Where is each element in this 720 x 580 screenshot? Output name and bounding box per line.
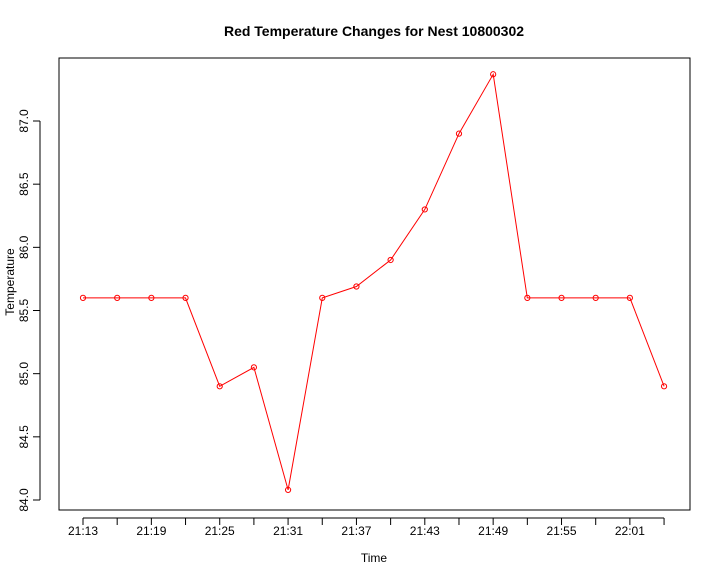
x-tick-label: 21:55 (547, 524, 577, 538)
x-tick-label: 21:19 (136, 524, 166, 538)
data-point (148, 294, 155, 301)
y-tick-label: 84.5 (17, 425, 31, 449)
series-line (83, 72, 665, 491)
data-point (660, 383, 668, 390)
data-point (490, 71, 497, 78)
chart-title: Red Temperature Changes for Nest 1080030… (224, 23, 524, 39)
x-tick-label: 21:43 (410, 524, 440, 538)
data-point (216, 383, 223, 390)
x-tick-label: 22:01 (615, 524, 645, 538)
data-point (284, 486, 292, 493)
data-point (79, 294, 87, 301)
data-point (353, 283, 360, 290)
x-axis: 21:13 21:19 21:25 21:31 21:37 21:43 21:49 21:55… (68, 517, 665, 538)
y-tick-label: 86.0 (17, 235, 31, 259)
y-tick-label: 84.0 (17, 488, 31, 512)
data-point (455, 130, 463, 137)
x-tick-label: 21:13 (68, 524, 98, 538)
data-point (626, 294, 633, 301)
data-point (250, 364, 257, 371)
data-point (114, 294, 121, 301)
plot-frame (58, 57, 691, 511)
data-point (182, 294, 189, 301)
x-axis-label: Time (361, 551, 388, 565)
x-tick-label: 21:25 (205, 524, 235, 538)
data-point (421, 206, 428, 213)
data-point (387, 256, 394, 264)
data-point (319, 294, 326, 301)
data-point (524, 294, 531, 301)
x-tick-label: 21:31 (273, 524, 303, 538)
x-tick-label: 21:37 (341, 524, 371, 538)
x-tick-label: 21:49 (478, 524, 508, 538)
data-point (558, 294, 565, 301)
series-red-temperature (79, 71, 668, 493)
y-tick-label: 85.5 (17, 299, 31, 323)
y-axis-label: Temperature (3, 248, 17, 316)
y-tick-label: 86.5 (17, 172, 31, 196)
y-tick-label: 87.0 (17, 109, 31, 133)
data-point (592, 294, 599, 301)
y-axis: 84.0 84.5 85.0 85.5 86.0 86.5 87.0 (17, 109, 41, 512)
y-tick-label: 85.0 (17, 362, 31, 386)
